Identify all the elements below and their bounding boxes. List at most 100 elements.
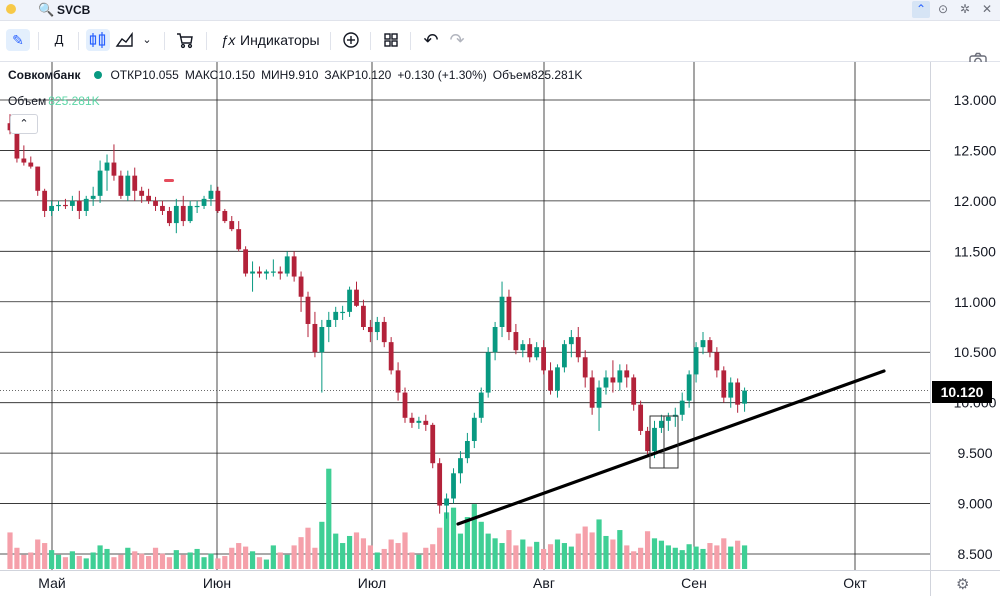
candle bbox=[111, 144, 117, 181]
search-icon[interactable]: 🔍 bbox=[38, 2, 55, 17]
volume-bar bbox=[104, 548, 110, 569]
volume-bar bbox=[62, 557, 69, 569]
volume-bar bbox=[111, 557, 117, 569]
symbol-name[interactable]: Совкомбанк bbox=[8, 68, 81, 82]
close-window-button[interactable]: ✕ bbox=[981, 2, 993, 16]
price-chart[interactable]: 13.000 12.500 12.000 11.500 11.000 10.500 10.0… bbox=[0, 62, 1000, 596]
candle-body bbox=[527, 344, 533, 358]
candle-body bbox=[624, 370, 630, 378]
volume-bar bbox=[658, 540, 665, 569]
candle bbox=[534, 342, 540, 361]
indicators-button[interactable]: Индикаторы bbox=[240, 32, 320, 48]
volume-bar bbox=[180, 554, 186, 569]
candle bbox=[409, 412, 415, 428]
collapse-legend-chevron-icon[interactable]: ⌃ bbox=[10, 114, 38, 134]
draw-tool-icon[interactable]: ✎ bbox=[6, 29, 30, 51]
candle-body bbox=[631, 377, 637, 405]
candle-body bbox=[63, 204, 68, 207]
redo-icon[interactable]: ↷ bbox=[449, 30, 465, 50]
layout-grid-icon[interactable] bbox=[380, 29, 402, 51]
candle-body bbox=[513, 332, 519, 351]
candle-body bbox=[638, 404, 644, 431]
volume-bar bbox=[547, 544, 554, 569]
candle bbox=[492, 321, 498, 361]
trend-line[interactable] bbox=[456, 369, 886, 526]
candle bbox=[589, 370, 595, 415]
candle bbox=[374, 316, 380, 341]
volume-bar bbox=[721, 538, 727, 569]
candle bbox=[388, 337, 394, 375]
candle bbox=[229, 216, 235, 232]
candle bbox=[270, 259, 276, 277]
candle bbox=[541, 340, 547, 375]
volume-bar bbox=[561, 543, 567, 569]
volume-bar bbox=[55, 554, 62, 569]
volume-bar bbox=[527, 546, 533, 569]
volume-indicator-label[interactable]: Объем bbox=[8, 94, 47, 108]
volume-bar bbox=[520, 539, 526, 569]
candle bbox=[35, 166, 41, 196]
candle-body bbox=[83, 198, 89, 211]
volume-bar bbox=[215, 558, 221, 569]
open-value: 10.055 bbox=[142, 68, 179, 82]
candles-chart-type-icon[interactable] bbox=[86, 29, 110, 51]
volume-bar bbox=[693, 546, 699, 569]
volume-bar bbox=[291, 545, 297, 569]
area-chart-type-icon[interactable] bbox=[114, 29, 136, 51]
collapse-window-button[interactable]: ⌃ bbox=[912, 1, 930, 18]
window-settings-button[interactable]: ✲ bbox=[959, 2, 971, 16]
toolbar-divider bbox=[206, 32, 207, 50]
volume-bar bbox=[617, 530, 623, 569]
candle-body bbox=[596, 387, 602, 408]
candle bbox=[478, 387, 484, 423]
candle-body bbox=[153, 200, 158, 206]
candle-body bbox=[485, 352, 491, 393]
volume-bar bbox=[430, 544, 436, 569]
indicators-icon[interactable]: ƒx bbox=[220, 32, 236, 48]
candle bbox=[624, 364, 630, 388]
candle-body bbox=[506, 296, 512, 333]
candle bbox=[319, 319, 325, 393]
volume-bar bbox=[360, 538, 367, 569]
candle-body bbox=[416, 420, 422, 423]
undo-icon[interactable]: ↶ bbox=[423, 30, 439, 50]
candle-body bbox=[700, 340, 706, 348]
volume-bar bbox=[492, 538, 498, 569]
symbol-search-field[interactable]: SVCB bbox=[57, 3, 91, 17]
candle-body bbox=[146, 195, 151, 201]
time-axis[interactable]: Май Июн Июл Авг Сен Окт bbox=[38, 575, 867, 591]
price-tick-label: 8.500 bbox=[957, 546, 992, 562]
volume-bar bbox=[665, 545, 671, 569]
interval-button[interactable]: Д bbox=[54, 32, 64, 47]
candle-body bbox=[298, 276, 304, 297]
candle-body bbox=[319, 327, 325, 353]
minimize-window-button[interactable]: ⊙ bbox=[937, 2, 949, 16]
chart-type-dropdown-chevron-icon[interactable]: ⌄ bbox=[142, 34, 152, 46]
candle bbox=[645, 426, 650, 456]
candle-body bbox=[735, 382, 741, 405]
toolbar-divider bbox=[38, 32, 39, 50]
volume-bar bbox=[450, 507, 457, 569]
candle-body bbox=[492, 327, 498, 353]
cart-icon[interactable] bbox=[174, 29, 196, 51]
candle bbox=[700, 332, 706, 355]
candle bbox=[437, 458, 443, 514]
add-plus-circle-icon[interactable] bbox=[340, 29, 362, 51]
time-tick-label: Окт bbox=[843, 575, 867, 591]
candle-body bbox=[215, 190, 221, 211]
volume-bar bbox=[35, 539, 41, 569]
chart-grid bbox=[0, 62, 1000, 596]
candle-body bbox=[562, 344, 567, 368]
price-tick-label: 10.500 bbox=[954, 344, 997, 360]
volume-bar bbox=[353, 532, 360, 569]
event-marker[interactable] bbox=[164, 179, 174, 182]
candle bbox=[333, 306, 339, 327]
chart-settings-gear-icon[interactable]: ⚙ bbox=[956, 576, 970, 593]
candle bbox=[610, 360, 616, 393]
toolbar-divider bbox=[370, 32, 371, 50]
candle bbox=[208, 184, 214, 206]
candle-body bbox=[180, 205, 186, 222]
candle-body bbox=[229, 221, 235, 230]
candles bbox=[7, 114, 747, 519]
candle bbox=[527, 338, 533, 363]
